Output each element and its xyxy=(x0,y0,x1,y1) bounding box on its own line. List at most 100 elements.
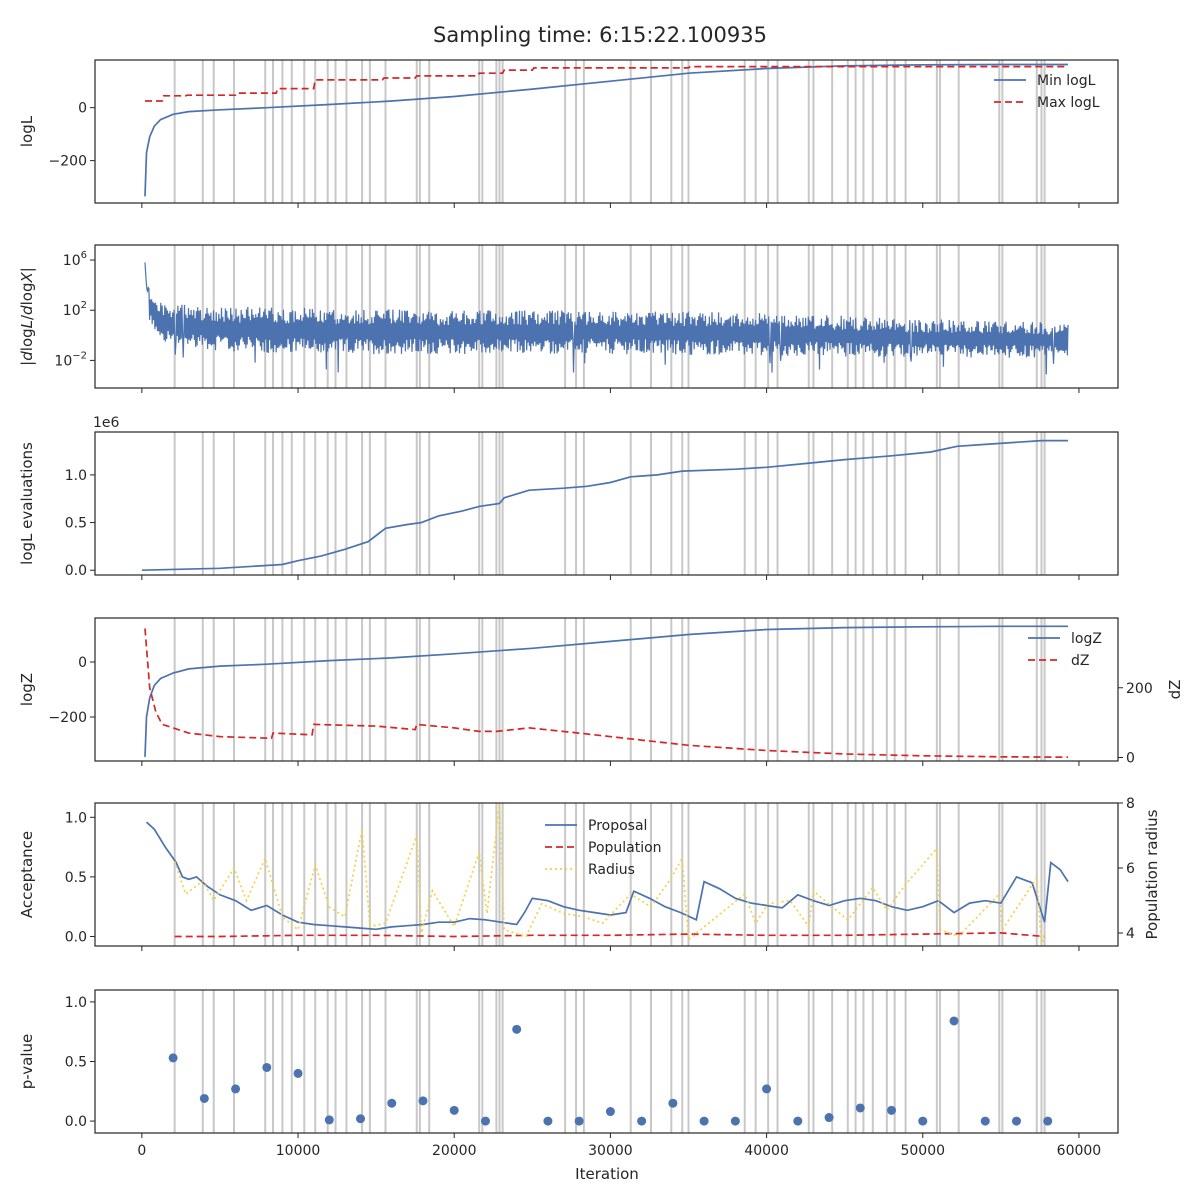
p-value-point xyxy=(199,1093,209,1103)
legend-label: Radius xyxy=(588,862,635,878)
p-value-point xyxy=(980,1116,990,1126)
y-axis-label: p-value xyxy=(18,1034,36,1090)
y-tick-label: 1.0 xyxy=(65,810,87,826)
series-3-1-line xyxy=(141,439,1068,572)
series-dz-line xyxy=(144,628,1069,759)
figure-title: Sampling time: 6:15:22.100935 xyxy=(433,23,767,47)
p-value-point xyxy=(762,1084,772,1094)
p-value-point xyxy=(637,1116,647,1126)
p-value-point xyxy=(887,1105,897,1115)
p-value-point xyxy=(855,1103,865,1113)
legend-label: Population xyxy=(588,840,662,856)
y-tick-label: 106 xyxy=(63,250,87,269)
series-max-logl-line xyxy=(145,65,1068,102)
legend-label: Min logL xyxy=(1037,73,1096,89)
series-population-line xyxy=(174,932,1045,938)
series-proposal-line xyxy=(145,821,1069,931)
p-value-point xyxy=(699,1116,709,1126)
insertion-lines xyxy=(173,60,1046,203)
y-axis-label: Acceptance xyxy=(18,831,36,918)
y-tick-label: 0.0 xyxy=(65,563,87,579)
panel-6: 0 10000 20000 30000 40000 50000 60000 0.0 0.5 1.0… xyxy=(18,989,1119,1159)
y-tick-label: 0 xyxy=(78,655,87,671)
p-value-point xyxy=(387,1098,397,1108)
legend: logZ dZ xyxy=(1028,631,1102,669)
x-axis-label: Iteration xyxy=(575,1165,639,1183)
x-tick-label: 50000 xyxy=(900,1143,945,1159)
y-tick-label: 0.0 xyxy=(65,1114,87,1130)
y-tick-label: 0.5 xyxy=(65,1055,87,1071)
p-value-point xyxy=(574,1116,584,1126)
x-tick-label: 60000 xyxy=(1057,1143,1102,1159)
x-tick-label: 10000 xyxy=(276,1143,321,1159)
p-value-point xyxy=(793,1116,803,1126)
x-tick-label: 0 xyxy=(137,1143,146,1159)
p-value-point xyxy=(543,1116,553,1126)
y-right-tick-label: 0 xyxy=(1126,751,1135,767)
p-value-point xyxy=(918,1116,928,1126)
p-value-point xyxy=(512,1024,522,1034)
plot-area xyxy=(144,262,1069,375)
y-tick-label: 0.5 xyxy=(65,870,87,886)
p-value-point xyxy=(418,1096,428,1106)
p-value-point xyxy=(293,1068,303,1078)
p-value-point xyxy=(1043,1116,1053,1126)
p-value-point xyxy=(605,1107,615,1117)
axes-frame xyxy=(94,244,1119,389)
y-right-axis-label: Population radius xyxy=(1143,809,1161,939)
panel-5: 0.0 0.5 1.0 Acceptance 4 6 8 Population radius P… xyxy=(18,796,1161,951)
p-value-point xyxy=(262,1062,272,1072)
p-value-point xyxy=(1011,1116,1021,1126)
y-right-axis-label: dZ xyxy=(1166,680,1184,700)
y-right-tick-label: 4 xyxy=(1126,926,1135,942)
y-right-tick-label: 200 xyxy=(1126,681,1153,697)
derivative-line xyxy=(144,262,1069,375)
p-value-point xyxy=(356,1114,366,1124)
series-logz-line xyxy=(144,625,1068,757)
axes-frame xyxy=(94,802,1119,947)
axes-frame xyxy=(94,617,1119,762)
y-axis-label: logZ xyxy=(18,673,36,706)
panel-4: 0 −200 logZ 0 200 dZ logZ dZ xyxy=(18,617,1184,767)
plot-area xyxy=(144,625,1069,759)
panel-3: 0.0 0.5 1.0 logL evaluations 1e6 xyxy=(18,415,1119,580)
legend-label: logZ xyxy=(1071,631,1102,647)
y-axis-label: logL xyxy=(18,115,36,147)
p-value-point xyxy=(449,1105,459,1115)
x-tick-label: 40000 xyxy=(744,1143,789,1159)
y-tick-label: 10−2 xyxy=(54,350,87,369)
y-tick-label: 0.0 xyxy=(65,929,87,945)
panel-1: 0 −200 logL Min logL Max logL xyxy=(18,59,1119,208)
x-tick-label: 30000 xyxy=(588,1143,633,1159)
offset-text: 1e6 xyxy=(93,415,120,431)
panel-2: 106 102 10−2 |dlogL/dlogX| xyxy=(18,244,1119,393)
plot-area xyxy=(141,439,1068,572)
p-value-point xyxy=(480,1116,490,1126)
y-right-tick-label: 6 xyxy=(1126,861,1135,877)
series-radius-line xyxy=(173,803,1046,946)
y-tick-label: 1.0 xyxy=(65,995,87,1011)
series-min-logl-line xyxy=(144,63,1068,197)
legend-label: Proposal xyxy=(588,818,647,834)
legend: Proposal Population Radius xyxy=(545,818,662,878)
axes-frame xyxy=(94,59,1119,204)
p-value-point xyxy=(824,1113,834,1123)
y-tick-label: 102 xyxy=(63,300,87,319)
axes-frame xyxy=(94,431,1119,576)
p-value-point xyxy=(324,1115,334,1125)
insertion-lines xyxy=(173,803,1046,946)
y-tick-label: −200 xyxy=(49,710,87,726)
p-value-point xyxy=(949,1016,959,1026)
y-right-tick-label: 8 xyxy=(1126,796,1135,812)
y-tick-label: 0 xyxy=(78,101,87,117)
legend-label: Max logL xyxy=(1037,95,1100,111)
x-tick-label: 20000 xyxy=(432,1143,477,1159)
p-value-point xyxy=(231,1084,241,1094)
p-value-point xyxy=(168,1053,178,1063)
y-axis-label: logL evaluations xyxy=(18,442,36,565)
p-value-point xyxy=(730,1116,740,1126)
y-axis-label: |dlogL/dlogX| xyxy=(18,267,36,366)
legend: Min logL Max logL xyxy=(994,73,1100,111)
plot-area xyxy=(145,803,1069,946)
